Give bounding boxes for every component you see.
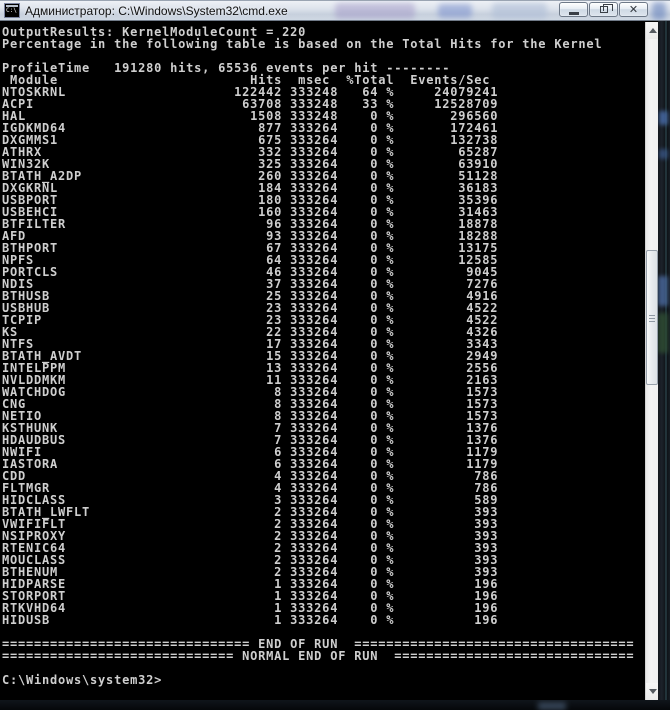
arrow-down-icon — [648, 689, 657, 694]
vertical-scrollbar[interactable] — [645, 22, 659, 700]
glass-reflection — [659, 111, 668, 125]
window-border-bottom — [0, 700, 670, 710]
minimize-button[interactable] — [559, 2, 588, 17]
arrow-up-icon — [648, 28, 657, 33]
glass-reflection — [658, 313, 668, 353]
window-border-right — [658, 21, 670, 710]
cmd-icon[interactable]: C:\ — [4, 3, 20, 18]
restore-icon — [600, 4, 613, 13]
window-title: Администратор: C:\Windows\System32\cmd.e… — [25, 4, 288, 18]
cmd-icon-prompt-text: C:\ — [6, 7, 17, 14]
glass-reflection — [652, 2, 666, 20]
cmd-icon-titlebar — [6, 5, 18, 7]
restore-button[interactable] — [589, 2, 618, 17]
glass-reflection — [438, 4, 472, 18]
minimize-icon — [569, 12, 579, 15]
scrollbar-up-button[interactable] — [646, 22, 659, 39]
console-area[interactable]: OutputResults: KernelModuleCount = 220 P… — [0, 22, 645, 700]
scrollbar-grip-icon — [649, 315, 655, 322]
glass-reflection — [335, 3, 415, 19]
glass-reflection — [659, 149, 668, 159]
scrollbar-thumb[interactable] — [646, 250, 658, 385]
glass-reflection — [658, 276, 668, 306]
scrollbar-down-button[interactable] — [646, 683, 659, 700]
close-button[interactable]: ✕ — [619, 2, 648, 17]
glass-reflection — [538, 702, 566, 710]
glass-reflection — [492, 3, 547, 19]
border-edge-line — [665, 21, 667, 710]
titlebar[interactable]: C:\ Администратор: C:\Windows\System32\c… — [0, 0, 670, 21]
window-controls: ✕ — [558, 2, 648, 17]
close-icon: ✕ — [628, 4, 639, 16]
console-text[interactable]: OutputResults: KernelModuleCount = 220 P… — [2, 25, 635, 687]
